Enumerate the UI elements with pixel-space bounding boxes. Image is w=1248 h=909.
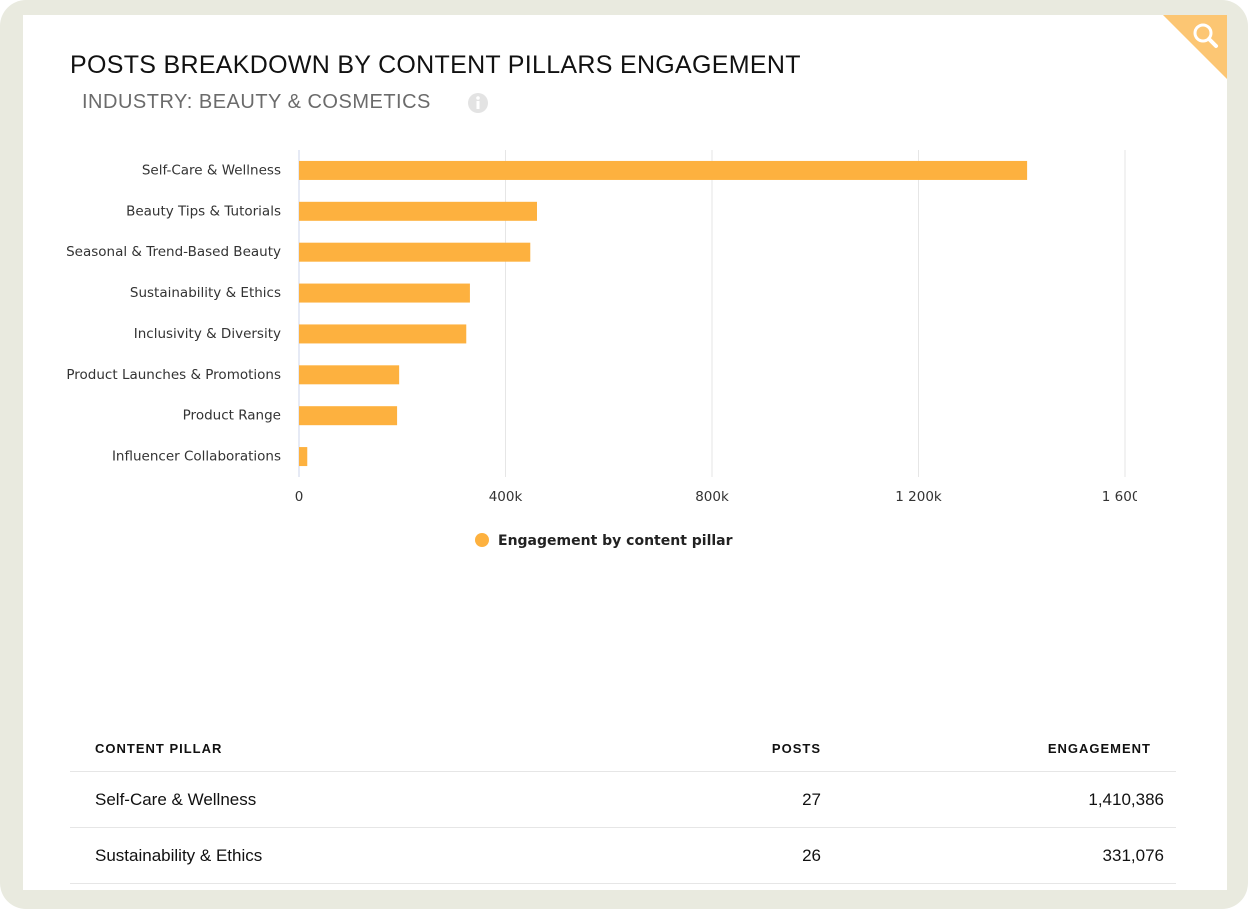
bar	[299, 201, 537, 221]
y-tick-label: Beauty Tips & Tutorials	[126, 203, 281, 219]
bar	[299, 406, 398, 426]
table-header: CONTENT PILLAR POSTS ENGAGEMENT	[70, 725, 1176, 772]
bar	[299, 324, 467, 344]
bar	[299, 242, 531, 262]
y-tick-label: Self-Care & Wellness	[142, 162, 281, 178]
column-header: ENGAGEMENT	[821, 725, 1176, 772]
column-header: CONTENT PILLAR	[70, 725, 621, 772]
bar	[299, 283, 470, 303]
bar	[299, 160, 1028, 180]
y-tick-label: Product Range	[183, 408, 281, 424]
table-cell: Sustainability & Ethics	[70, 827, 621, 884]
y-tick-label: Sustainability & Ethics	[130, 285, 281, 301]
y-tick-label: Product Launches & Promotions	[66, 367, 281, 383]
bar	[299, 365, 400, 385]
legend-label: Engagement by content pillar	[498, 533, 733, 549]
chart: 0 400k 800k 1 200k 1 600k Self-Care & Wellne…	[66, 150, 1149, 549]
table: CONTENT PILLAR POSTS ENGAGEMENT Self-Care …	[70, 725, 1176, 884]
x-tick-label: 0	[295, 489, 304, 505]
y-tick-label: Influencer Collaborations	[112, 449, 281, 465]
x-tick-label: 400k	[489, 489, 523, 505]
table-cell: 1,410,386	[821, 771, 1176, 828]
card: POSTS BREAKDOWN BY CONTENT PILLARS ENGAG…	[23, 15, 1227, 890]
info-icon[interactable]	[467, 92, 489, 114]
bar	[299, 447, 308, 467]
x-tick-label: 1 600k	[1102, 489, 1149, 505]
x-tick-label: 800k	[695, 489, 729, 505]
legend-marker	[475, 533, 489, 547]
table-cell: 26	[621, 827, 821, 884]
zoom-button[interactable]	[1163, 15, 1227, 79]
table-body: Self-Care & Wellness 27 1,410,386 Sustainab…	[70, 771, 1176, 884]
column-header: POSTS	[621, 725, 821, 772]
table-cell: Self-Care & Wellness	[70, 771, 621, 828]
table-cell: 331,076	[821, 827, 1176, 884]
y-tick-label: Inclusivity & Diversity	[134, 326, 281, 342]
table-row: Self-Care & Wellness 27 1,410,386	[70, 771, 1176, 828]
x-tick-label: 1 200k	[895, 489, 942, 505]
title: POSTS BREAKDOWN BY CONTENT PILLARS ENGAG…	[70, 51, 801, 79]
y-tick-label: Seasonal & Trend-Based Beauty	[66, 244, 281, 260]
table-cell: 27	[621, 771, 821, 828]
subtitle: INDUSTRY: BEAUTY & COSMETICS	[82, 91, 431, 113]
table-row: Sustainability & Ethics 26 331,076	[70, 827, 1176, 884]
